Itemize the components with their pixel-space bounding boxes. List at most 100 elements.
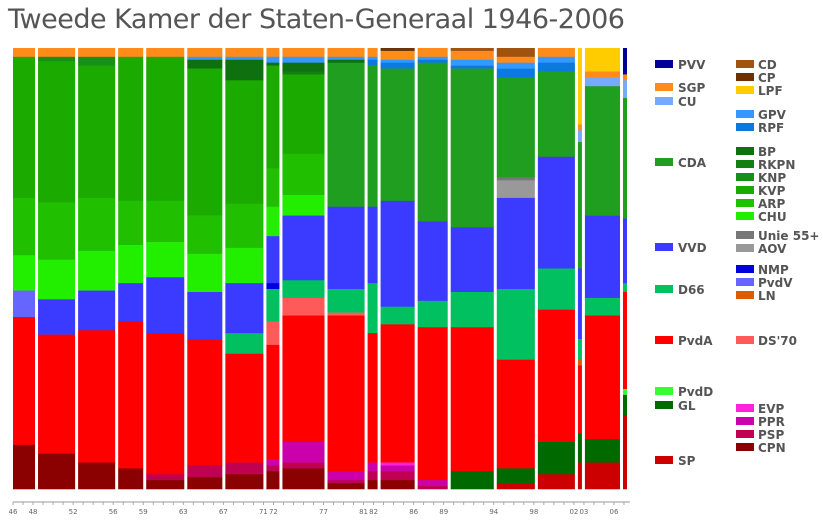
legend-label-CPN: CPN <box>758 441 786 455</box>
bar-segment-77-CDA <box>327 62 365 208</box>
bar-segment-94-CD <box>496 48 535 58</box>
bar-segment-71-PPR <box>266 459 280 466</box>
legend-swatch-VVD <box>655 243 673 251</box>
bar-segment-06-PVV <box>622 48 627 75</box>
bar-segment-56-CPN <box>118 468 144 490</box>
legend-label-NMP: NMP <box>758 263 789 277</box>
bar-segment-46-PvdA <box>13 317 36 446</box>
bar-segment-81-PSP <box>367 471 378 481</box>
bar-segment-71-BP <box>266 62 280 66</box>
legend-swatch-CDA <box>655 158 673 166</box>
bar-segment-02-VVD <box>577 268 582 340</box>
bar-segment-02-PvdA <box>577 365 582 434</box>
bar-segment-98-CDA <box>537 71 575 158</box>
bar-segment-59-KVP <box>146 56 185 202</box>
bar-segment-89-SGP <box>450 50 494 61</box>
bar-segment-02-LPF <box>577 48 582 125</box>
legend-label-VVD: VVD <box>678 241 707 255</box>
bar-segment-98-D66 <box>537 268 575 310</box>
bar-segment-52-VVD <box>78 290 116 331</box>
bar-segment-46-CPN <box>13 444 36 490</box>
legend-label-PvdV: PvdV <box>758 276 793 290</box>
legend-swatch-RKPN <box>736 160 754 168</box>
x-tick-label: 98 <box>529 508 538 516</box>
x-tick-label: 46 <box>9 508 18 516</box>
bar-segment-03-VVD <box>584 215 620 299</box>
legend-label-PPR: PPR <box>758 415 785 429</box>
legend-swatch-GL <box>655 401 673 409</box>
bar-segment-48-VVD <box>38 299 76 335</box>
bar-segment-72-ARP <box>282 153 325 196</box>
bar-segment-63-SGP <box>187 48 223 58</box>
bar-segment-82-PvdA <box>380 324 415 463</box>
bar-segment-81-VVD <box>367 206 378 284</box>
bar-segment-59-SGP <box>146 48 185 58</box>
bar-segment-52-KNP <box>78 56 116 66</box>
x-tick-label: 67 <box>219 508 228 516</box>
bar-segment-71-PSP <box>266 465 280 472</box>
legend-label-PvdD: PvdD <box>678 385 713 399</box>
bar-segment-56-CHU <box>118 244 144 284</box>
bar-segment-59-PSP <box>146 474 185 481</box>
bar-segment-67-ARP <box>225 203 264 249</box>
bar-segment-81-RPF <box>367 59 378 66</box>
bar-segment-03-PvdA <box>584 315 620 440</box>
bar-segment-82-PSP <box>380 471 415 481</box>
bar-segment-98-VVD <box>537 156 575 269</box>
bar-segment-71-DS70 <box>266 321 280 346</box>
bar-segment-82-GPV <box>380 59 415 63</box>
x-tick-label: 81 <box>359 508 368 516</box>
legend-label-LPF: LPF <box>758 84 783 98</box>
bar-segment-59-CHU <box>146 242 185 278</box>
bar-segment-02-LN <box>577 359 582 366</box>
bar-segment-71-D66 <box>266 289 280 322</box>
bar-segment-82-VVD <box>380 200 415 308</box>
bar-segment-77-BP <box>327 59 365 63</box>
bar-segment-63-PvdA <box>187 339 223 466</box>
bar-segment-06-SGP <box>622 74 627 81</box>
legend-label-AOV: AOV <box>758 242 787 256</box>
legend-label-D66: D66 <box>678 283 705 297</box>
bar-segment-03-D66 <box>584 297 620 316</box>
legend-swatch-PPR <box>736 417 754 425</box>
chart-title: Tweede Kamer der Staten-Generaal 1946-20… <box>8 4 625 35</box>
bar-segment-86-SGP <box>417 48 448 58</box>
legend-label-PVV: PVV <box>678 58 706 72</box>
bar-segment-52-CPN <box>78 462 116 490</box>
legend-swatch-SP <box>655 456 673 464</box>
bar-segment-77-SGP <box>327 48 365 58</box>
legend-swatch-DS70 <box>736 336 754 344</box>
bar-segment-63-BP <box>187 59 223 69</box>
bar-segment-98-RPF <box>537 62 575 72</box>
legend-swatch-D66 <box>655 285 673 293</box>
bar-segment-94-RPF <box>496 68 535 78</box>
bar-segment-82-EVP <box>380 462 415 466</box>
bar-segment-72-PvdA <box>282 315 325 443</box>
legend-swatch-PSP <box>736 430 754 438</box>
bar-segment-71-KVP <box>266 65 280 169</box>
legend-label-Unie55: Unie 55+ <box>758 229 819 243</box>
x-tick-label: 94 <box>489 508 498 516</box>
bar-segment-46-SGP <box>13 48 36 58</box>
bar-segment-77-PPR <box>327 471 365 481</box>
bar-segment-94-PvdA <box>496 359 535 469</box>
legend-swatch-KNP <box>736 173 754 181</box>
bar-segment-89-RPF <box>450 65 494 69</box>
bar-segment-46-KVP <box>13 56 36 199</box>
bar-segment-06-D66 <box>622 283 627 293</box>
bar-segment-89-CD <box>450 48 494 52</box>
bar-segment-52-CHU <box>78 250 116 291</box>
x-tick-label: 72 <box>269 508 278 516</box>
bar-segment-72-VVD <box>282 215 325 281</box>
bar-segment-98-SP <box>537 474 575 490</box>
legend-label-KVP: KVP <box>758 184 786 198</box>
bar-segment-81-CDA <box>367 65 378 208</box>
x-tick-label: 03 <box>579 508 588 516</box>
x-tick-label: 56 <box>109 508 118 516</box>
legend-swatch-CU <box>655 97 673 105</box>
bar-segment-71-CPN <box>266 471 280 490</box>
legend-label-GL: GL <box>678 399 696 413</box>
bar-segment-72-KVP <box>282 74 325 155</box>
bar-segment-48-CPN <box>38 453 76 490</box>
bar-segment-63-GPV <box>187 56 223 61</box>
